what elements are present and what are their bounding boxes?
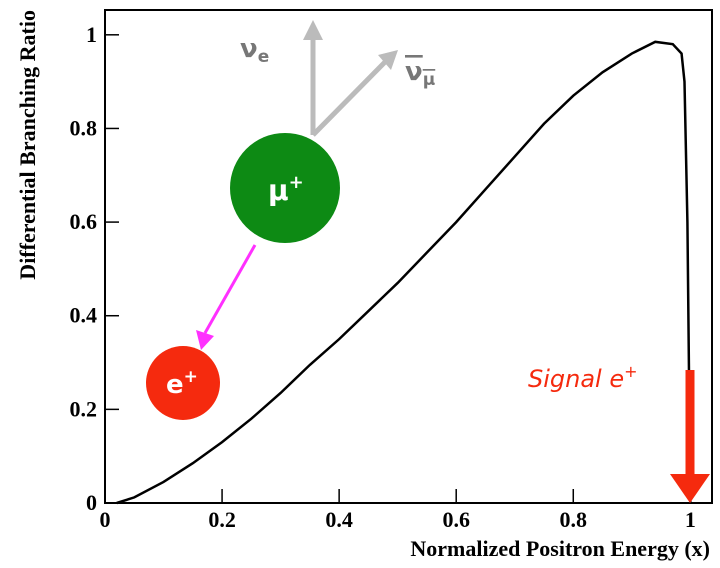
arrow-head (303, 20, 323, 40)
x-axis-title: Normalized Positron Energy (x) (410, 536, 710, 561)
nu-mu-bar-label: νμ (405, 57, 435, 90)
nu-e-label: νe (240, 34, 269, 67)
y-tick-label: 0.4 (70, 303, 98, 328)
arrow (313, 62, 385, 135)
curve-group (117, 42, 691, 503)
x-tick-label: 0.4 (325, 507, 353, 532)
x-tick-label: 0 (100, 507, 111, 532)
line-series (117, 42, 691, 503)
arrow (205, 245, 255, 333)
x-tick-label: 0.2 (208, 507, 236, 532)
x-tick-label: 1 (685, 507, 696, 532)
y-tick-label: 0.6 (70, 209, 98, 234)
x-tick-label: 0.8 (560, 507, 588, 532)
x-tick-label: 0.6 (442, 507, 470, 532)
y-tick-label: 0 (86, 490, 97, 515)
y-tick-label: 0.2 (70, 396, 98, 421)
signal-label: Signal e+ (528, 362, 638, 393)
chart: 0 0.2 0.4 0.6 0.8 1 0 0.2 0.4 0.6 0.8 1 Normalized … (0, 0, 720, 568)
y-tick-label: 0.8 (70, 115, 98, 140)
signal-arrow-head (670, 474, 710, 503)
arrow-head (196, 330, 214, 350)
y-tick-label: 1 (86, 22, 97, 47)
y-axis-title: Differential Branching Ratio (15, 10, 40, 280)
axes: 0 0.2 0.4 0.6 0.8 1 0 0.2 0.4 0.6 0.8 1 (70, 22, 696, 532)
